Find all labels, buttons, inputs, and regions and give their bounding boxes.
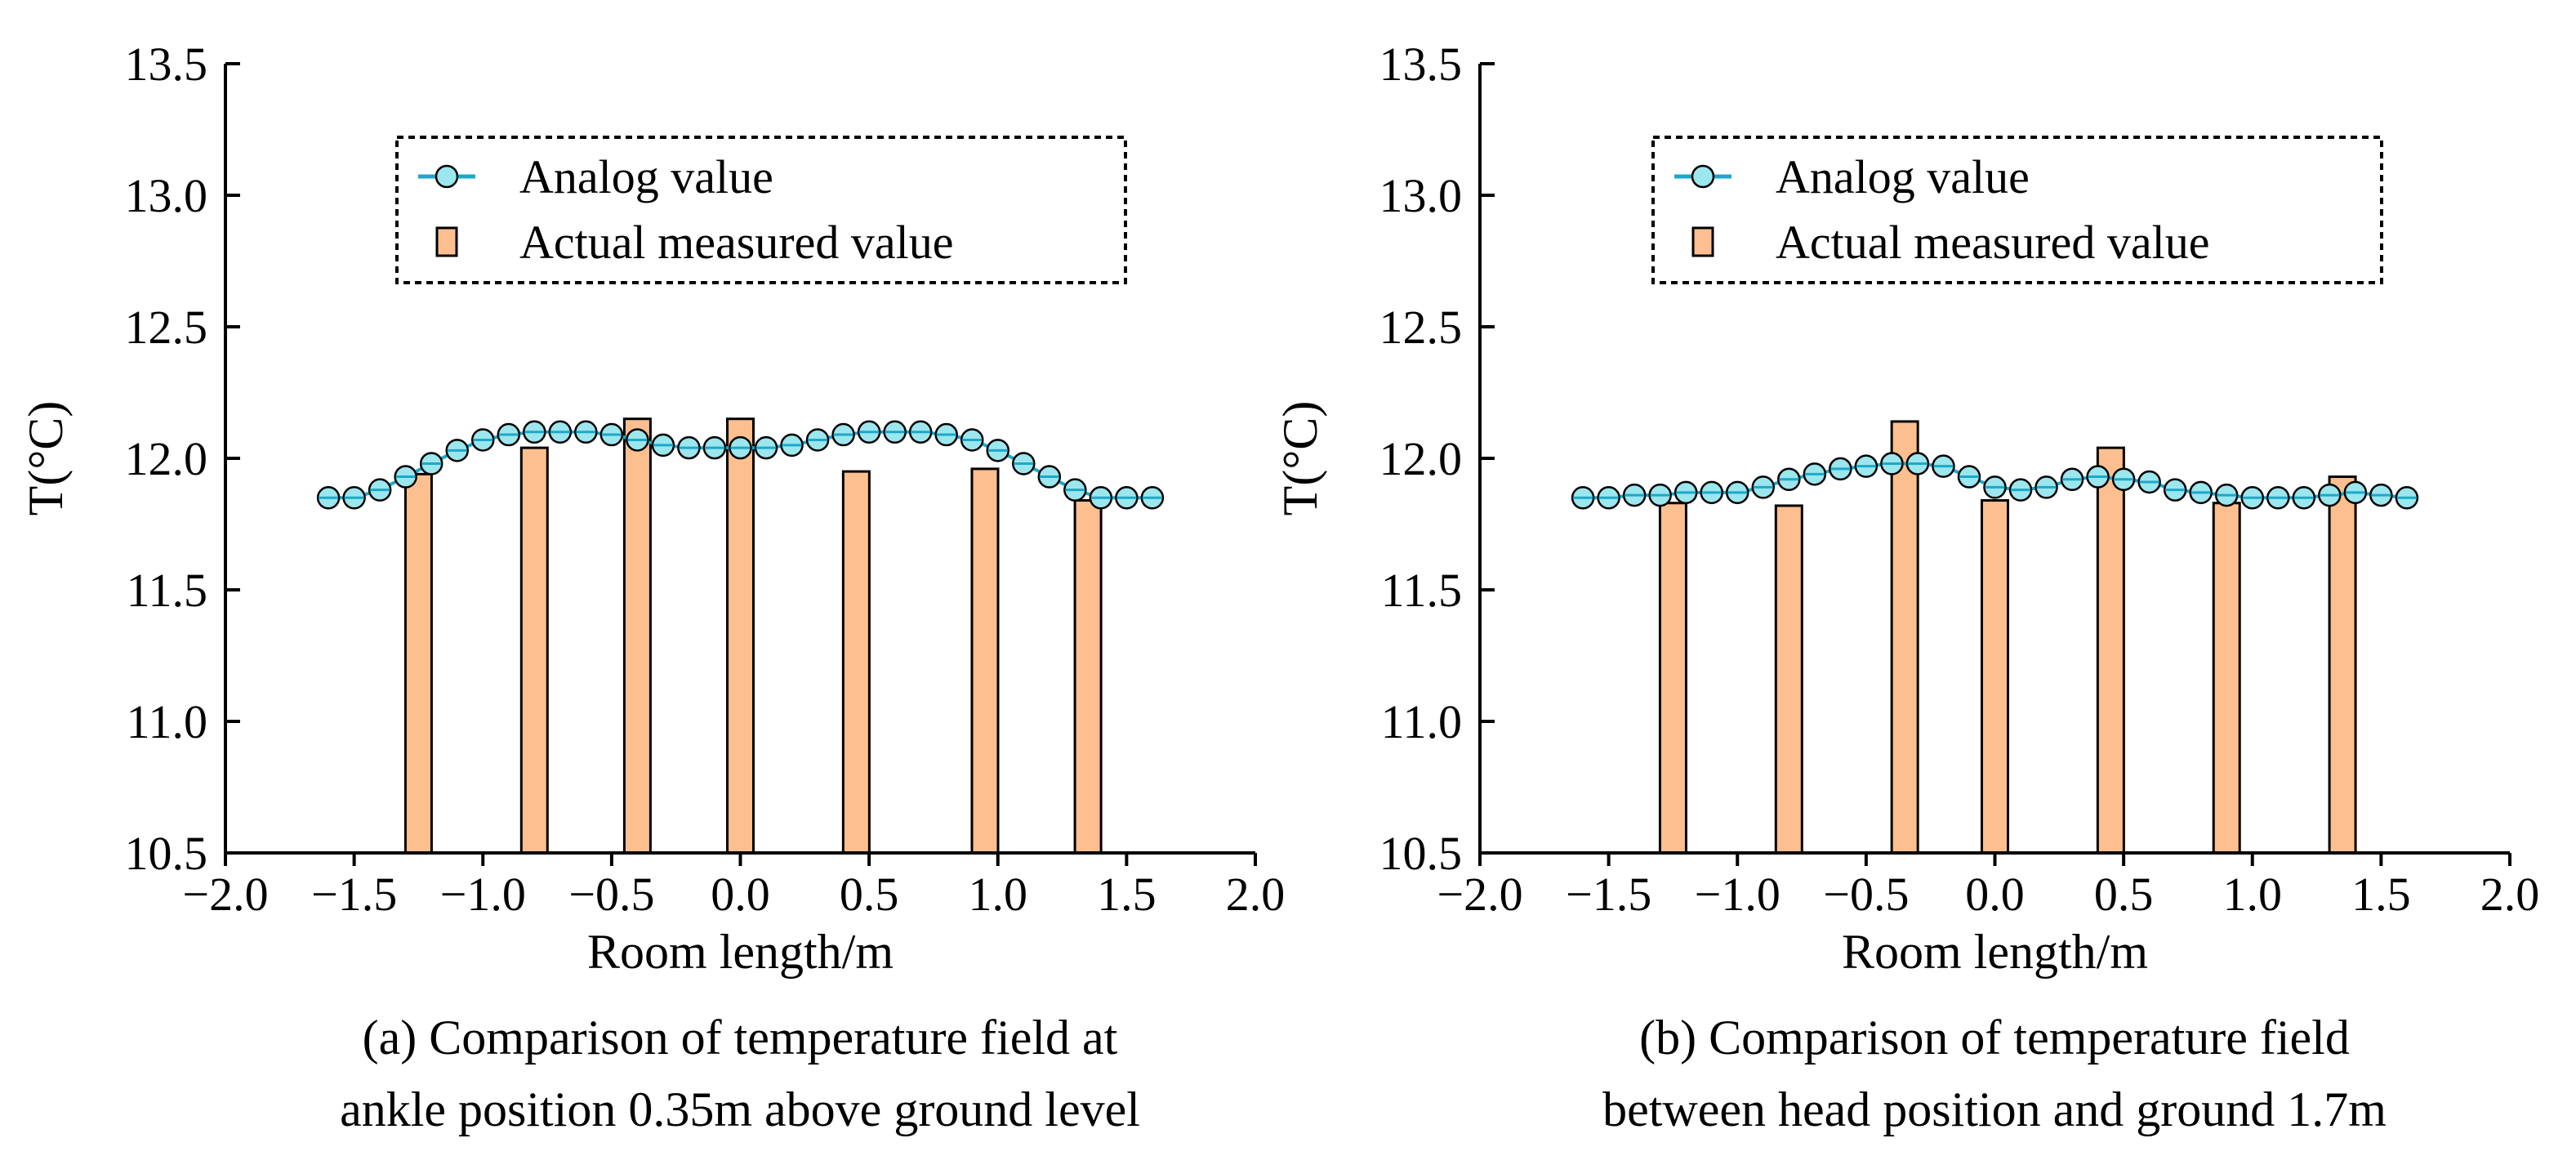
measured-bar	[1981, 499, 2009, 855]
y-tick-label: 11.5	[127, 564, 207, 617]
panel-b: 10.5 11.0 11.5 12.0 12.5 13.0 13.5 −2.0 −1.5 −1.0…	[1273, 38, 2539, 1136]
x-tick-label: 2.0	[2480, 868, 2540, 921]
y-tick-label: 12.5	[125, 301, 208, 354]
y-tick-label: 13.5	[125, 38, 208, 91]
x-tick-label: −1.0	[440, 868, 526, 921]
x-tick-label: −2.0	[1437, 868, 1522, 921]
x-tick-label: 0.5	[2094, 868, 2154, 921]
measured-bar	[2212, 502, 2241, 855]
measured-bar	[1073, 499, 1103, 855]
x-tick-label: 0.0	[711, 868, 770, 921]
legend-label-measured: Actual measured value	[1776, 216, 2209, 269]
caption-line-1: (a) Comparison of temperature field at	[363, 1011, 1118, 1065]
measured-bar	[1774, 504, 1803, 855]
legend-marker-swatch	[435, 164, 459, 189]
y-tick-label: 12.5	[1379, 301, 1463, 354]
measured-bar	[970, 467, 1000, 855]
y-tick-label: 11.0	[127, 695, 207, 748]
legend-bar-swatch	[1691, 226, 1714, 257]
measured-bar	[403, 472, 433, 855]
legend-box	[1651, 136, 2383, 284]
caption-line-1: (b) Comparison of temperature field	[1639, 1011, 2350, 1065]
measured-bar	[841, 470, 871, 855]
legend-marker-swatch	[1691, 164, 1715, 189]
y-tick-label: 11.0	[1381, 695, 1462, 748]
legend-label-measured: Actual measured value	[519, 216, 953, 269]
y-axis-title: T(°C)	[19, 401, 73, 516]
panel-a: 10.5 11.0 11.5 12.0 12.5 13.0 13.5 −2.0 −1.5 −1.0…	[19, 38, 1285, 1136]
x-tick-label: 2.0	[1226, 868, 1286, 921]
y-tick-label: 12.0	[125, 432, 208, 485]
x-tick-label: 1.0	[969, 868, 1028, 921]
y-tick-label: 13.0	[1379, 169, 1463, 222]
x-tick-label: 0.5	[840, 868, 899, 921]
x-tick-label: 1.5	[2351, 868, 2411, 921]
measured-bar	[726, 417, 755, 855]
measured-bar	[1890, 420, 1919, 855]
x-axis-title: Room length/m	[1842, 925, 2148, 979]
y-tick-label: 11.5	[1381, 564, 1462, 617]
measured-bar	[519, 446, 549, 855]
x-tick-label: −1.5	[311, 868, 397, 921]
measured-bar	[622, 417, 652, 855]
x-tick-label: −2.0	[182, 868, 268, 921]
y-tick-label: 10.5	[125, 827, 208, 880]
x-axis-title: Room length/m	[587, 925, 894, 979]
legend-label-analog: Analog value	[519, 150, 773, 203]
measured-bar	[2096, 446, 2125, 855]
y-tick-label: 12.0	[1379, 432, 1463, 485]
legend-box	[395, 136, 1127, 284]
x-tick-label: −1.5	[1566, 868, 1651, 921]
y-tick-label: 13.0	[125, 169, 208, 222]
measured-bar	[1658, 502, 1687, 855]
legend-label-analog: Analog value	[1776, 150, 2030, 203]
y-tick-label: 10.5	[1379, 827, 1463, 880]
x-tick-label: −0.5	[1823, 868, 1909, 921]
legend-bar-swatch	[435, 226, 458, 257]
y-tick-label: 13.5	[1379, 38, 1463, 91]
x-tick-label: −0.5	[568, 868, 654, 921]
caption-line-2: between head position and ground 1.7m	[1602, 1082, 2387, 1136]
y-axis-title: T(°C)	[1273, 401, 1327, 516]
x-tick-label: 0.0	[1965, 868, 2025, 921]
x-tick-label: 1.0	[2223, 868, 2283, 921]
x-tick-label: 1.5	[1097, 868, 1157, 921]
measured-bar	[2328, 475, 2357, 855]
x-tick-label: −1.0	[1695, 868, 1780, 921]
caption-line-2: ankle position 0.35m above ground level	[340, 1082, 1140, 1136]
